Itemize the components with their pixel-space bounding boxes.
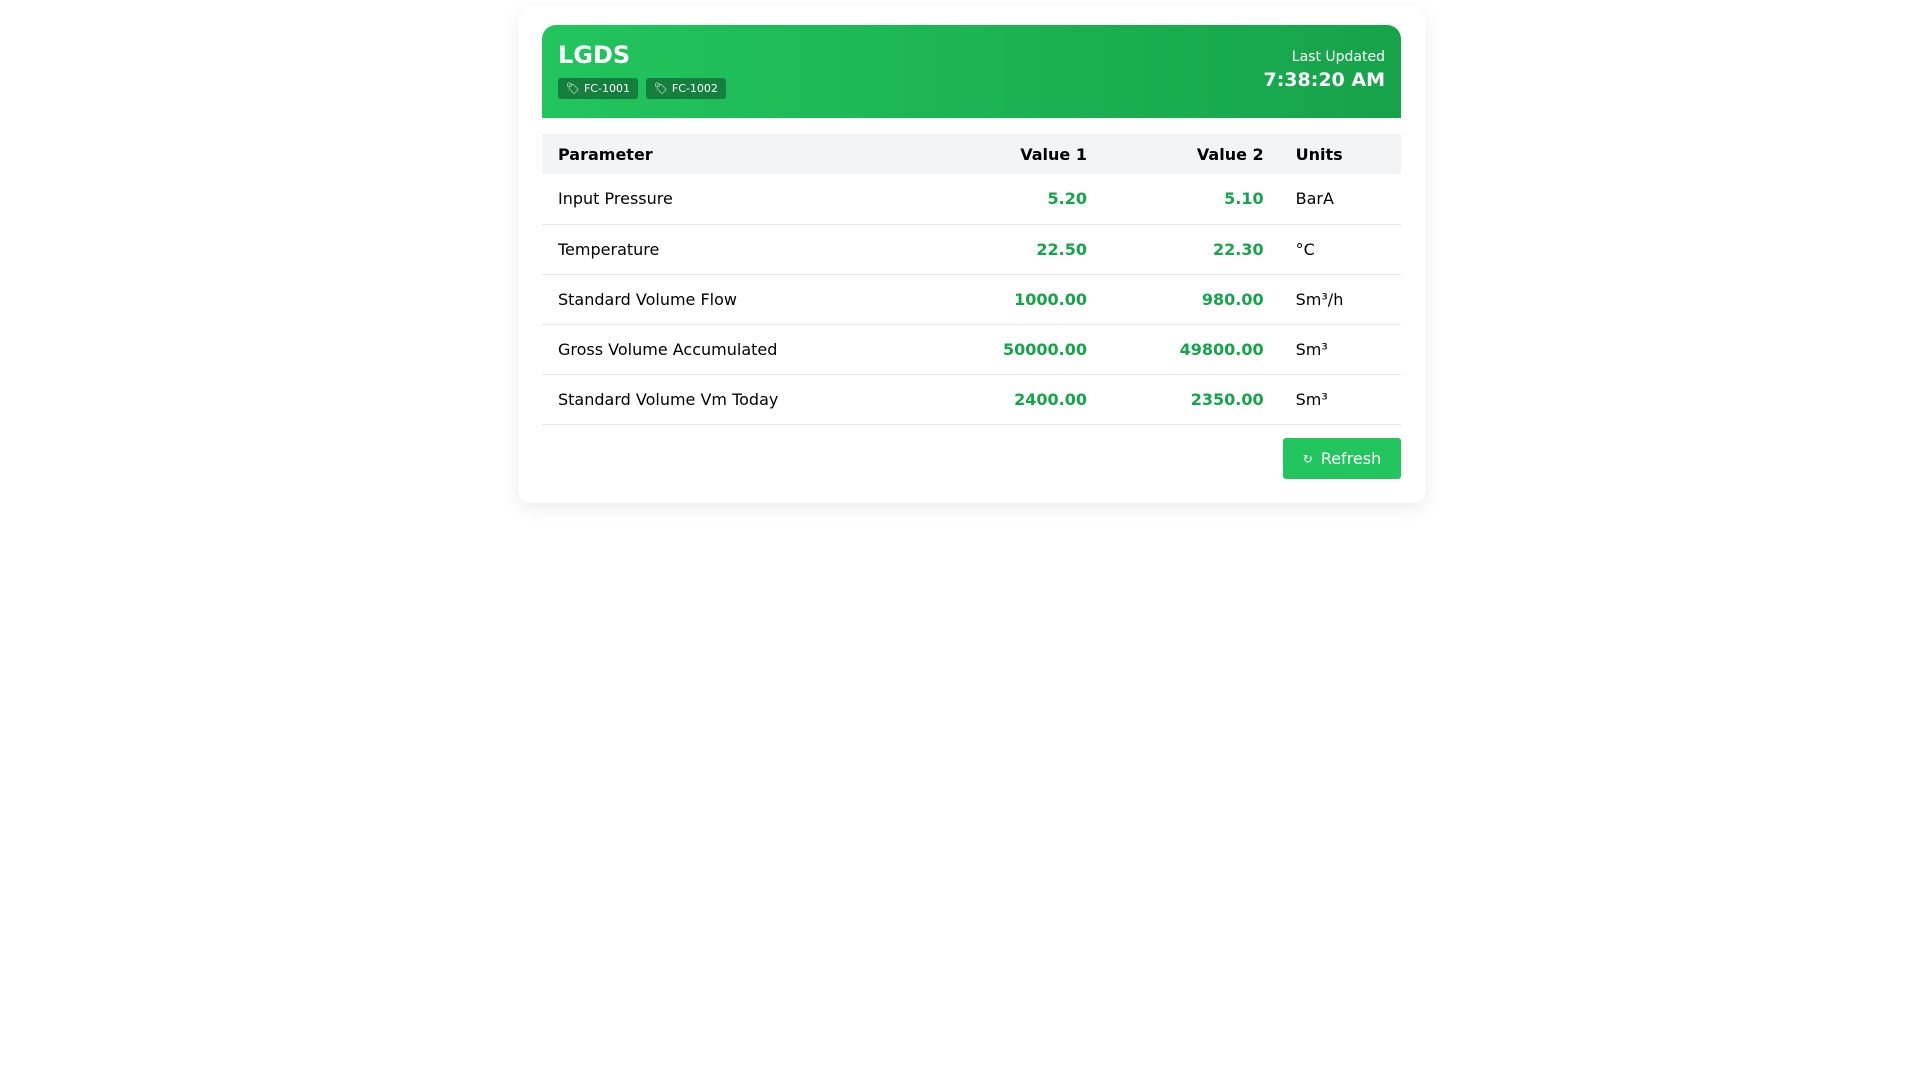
- parameter-name: Standard Volume Vm Today: [542, 374, 927, 425]
- units: Sm³: [1279, 324, 1401, 375]
- tag-badge: 🏷 FC-1002: [645, 78, 726, 99]
- value-2: 5.10: [1102, 174, 1280, 225]
- value-1: 22.50: [926, 224, 1103, 275]
- table-row: Gross Volume Accumulated 50000.00 49800.00…: [542, 324, 1401, 375]
- units: Sm³/h: [1279, 274, 1401, 325]
- value-1: 5.20: [926, 174, 1103, 225]
- value-2: 22.30: [1102, 224, 1280, 275]
- column-header: Parameter: [542, 134, 927, 174]
- units: °C: [1279, 224, 1401, 275]
- table-row: Standard Volume Vm Today 2400.00 2350.00 Sm…: [542, 374, 1401, 425]
- parameter-name: Temperature: [542, 224, 927, 275]
- parameters-table: Parameter Value 1 Value 2 Units Input Pr…: [542, 134, 1401, 425]
- column-header: Value 1: [926, 134, 1103, 174]
- last-updated-label: Last Updated: [1291, 49, 1385, 65]
- parameter-name: Gross Volume Accumulated: [542, 324, 927, 375]
- value-2: 49800.00: [1102, 324, 1280, 375]
- tag-badge: 🏷 FC-1001: [558, 78, 638, 99]
- parameter-name: Standard Volume Flow: [542, 274, 927, 325]
- value-2: 2350.00: [1102, 374, 1280, 425]
- tag-icon: 🏷: [653, 82, 668, 95]
- value-1: 50000.00: [926, 324, 1103, 375]
- last-updated-time: 7:38:20 AM: [1263, 69, 1385, 91]
- table-row: Input Pressure 5.20 5.10 BarA: [542, 174, 1401, 225]
- column-header: Value 2: [1102, 134, 1280, 174]
- refresh-button[interactable]: ↻ Refresh: [1283, 438, 1401, 479]
- table-row: Standard Volume Flow 1000.00 980.00 Sm³/h: [542, 274, 1401, 325]
- device-title: LGDS: [558, 41, 631, 69]
- value-2: 980.00: [1102, 274, 1280, 325]
- units: BarA: [1279, 174, 1401, 225]
- device-card: LGDS 🏷 FC-1001 🏷 FC-1002 Last Updated 7:38…: [518, 6, 1426, 503]
- refresh-icon: ↻: [1302, 451, 1313, 466]
- value-1: 2400.00: [926, 374, 1103, 425]
- units: Sm³: [1279, 374, 1401, 425]
- value-1: 1000.00: [926, 274, 1103, 325]
- parameter-name: Input Pressure: [542, 174, 927, 225]
- table-row: Temperature 22.50 22.30 °C: [542, 224, 1401, 275]
- tag-icon: 🏷: [566, 82, 580, 95]
- card-header: LGDS 🏷 FC-1001 🏷 FC-1002 Last Updated 7:38…: [542, 25, 1401, 118]
- column-header: Units: [1279, 134, 1401, 174]
